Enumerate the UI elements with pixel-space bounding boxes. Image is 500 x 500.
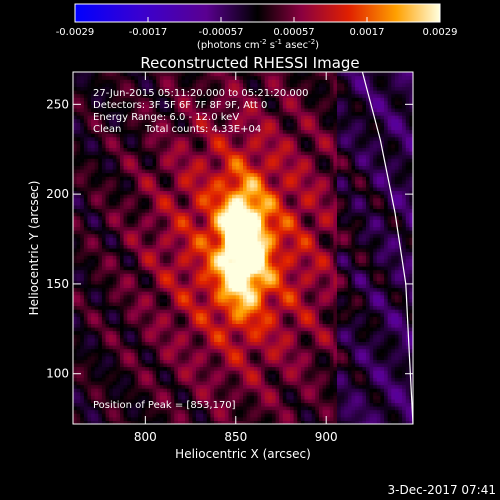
heatmap-image — [73, 72, 413, 424]
y-tick-label: 150 — [46, 277, 69, 291]
y-tick-label: 250 — [46, 97, 69, 111]
time-range-label: 27-Jun-2015 05:11:20.000 to 05:21:20.000 — [93, 88, 309, 99]
y-tick-label: 200 — [46, 187, 69, 201]
x-tick-label: 850 — [224, 430, 247, 444]
y-axis-label: Heliocentric Y (arcsec) — [27, 181, 41, 316]
colorbar-tick-label: 0.0017 — [350, 27, 385, 38]
solar-limb-line — [361, 72, 413, 424]
colorbar — [74, 3, 441, 23]
clean-label: Clean — [93, 124, 121, 135]
colorbar-tick-label: 0.0029 — [423, 27, 458, 38]
x-tick-label: 900 — [315, 430, 338, 444]
y-tick-label: 100 — [46, 367, 69, 381]
axis-ticks: 800 850 900 100 150 200 250 — [46, 72, 413, 444]
peak-position-label: Position of Peak = [853,170] — [93, 400, 236, 411]
total-counts-label: Total counts: 4.33E+04 — [144, 124, 261, 135]
plot-frame — [72, 71, 414, 425]
chart-title: Reconstructed RHESSI Image — [140, 54, 359, 72]
colorbar-units: (photons cm-2 s-1 asec-2) — [197, 38, 319, 51]
colorbar-tick-label: -0.0017 — [129, 27, 168, 38]
energy-range-label: Energy Range: 6.0 - 12.0 keV — [93, 112, 239, 123]
colorbar-tick-label: 0.00057 — [273, 27, 314, 38]
x-tick-label: 800 — [134, 430, 157, 444]
colorbar-tick-label: -0.00057 — [199, 27, 244, 38]
detectors-label: Detectors: 3F 5F 6F 7F 8F 9F, Att 0 — [93, 100, 267, 111]
colorbar-tick-label: -0.0029 — [56, 27, 95, 38]
x-axis-label: Heliocentric X (arcsec) — [175, 447, 311, 461]
colorbar-ticks: -0.0029 -0.0017 -0.00057 0.00057 0.0017 0.002… — [56, 17, 458, 38]
footer-date: 3-Dec-2017 07:41 — [388, 483, 496, 497]
